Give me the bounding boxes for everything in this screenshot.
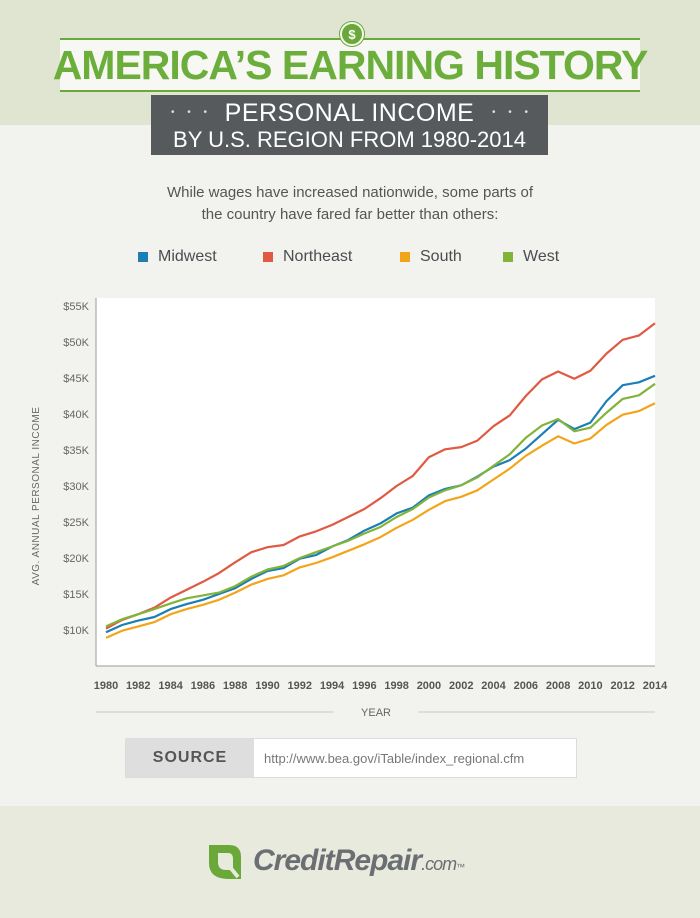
x-tick-label: 2012	[610, 680, 634, 692]
x-tick-label: 1998	[384, 680, 408, 692]
source-url-link[interactable]: http://www.bea.gov/iTable/index_regional…	[264, 750, 525, 766]
x-tick-label: 1982	[126, 680, 150, 692]
y-tick-label: $35K	[63, 445, 89, 457]
title-banner: AMERICA’S EARNING HISTORY	[52, 38, 649, 92]
legend-label: South	[420, 248, 462, 265]
income-line-chart: $10K $15K $20K $25K $30K $35K $40K $45K $50K $55K…	[31, 298, 668, 719]
x-tick-label: 1980	[94, 680, 118, 692]
legend-swatch	[400, 252, 410, 262]
plot-area	[96, 298, 655, 666]
x-tick-label: 2014	[643, 680, 668, 692]
legend-label: West	[523, 248, 560, 265]
creditrepair-logo[interactable]: CreditRepair.com™	[205, 836, 465, 886]
logo-part-repair: Repair	[333, 844, 422, 877]
footer: CreditRepair.com™	[0, 806, 700, 918]
x-tick-label: 1992	[288, 680, 312, 692]
x-axis-title: YEAR	[361, 707, 391, 719]
x-tick-label: 1994	[320, 680, 345, 692]
legend-swatch	[263, 252, 273, 262]
subtitle-dots-left: • • •	[171, 107, 213, 118]
y-tick-label: $10K	[63, 625, 89, 637]
creditrepair-leaf-icon	[209, 845, 241, 879]
y-tick-label: $55K	[63, 301, 89, 313]
x-tick-label: 2008	[546, 680, 570, 692]
source-label: SOURCE	[126, 739, 254, 777]
y-tick-label: $40K	[63, 409, 89, 421]
y-axis-title: AVG. ANNUAL PERSONAL INCOME	[31, 407, 42, 586]
x-tick-label: 2002	[449, 680, 473, 692]
y-tick-label: $15K	[63, 589, 89, 601]
x-tick-label: 1988	[223, 680, 247, 692]
y-tick-label: $30K	[63, 481, 89, 493]
logo-part-com: .com	[421, 854, 457, 874]
x-tick-label: 2006	[514, 680, 538, 692]
legend-item-northeast: Northeast	[263, 248, 352, 266]
series-line-south	[105, 402, 656, 639]
x-tick-label: 2004	[481, 680, 506, 692]
y-tick-label: $25K	[63, 517, 89, 529]
intro-line-1: While wages have increased nationwide, s…	[166, 184, 534, 201]
y-tick-label: $20K	[63, 553, 89, 565]
subtitle-dots-right: • • •	[491, 107, 533, 118]
logo-wordmark: CreditRepair.com™	[253, 844, 465, 878]
x-tick-label: 1986	[191, 680, 215, 692]
legend-swatch	[138, 252, 148, 262]
x-tick-label: 2010	[578, 680, 602, 692]
page-title: AMERICA’S EARNING HISTORY	[52, 41, 649, 88]
logo-trademark: ™	[456, 862, 465, 872]
subtitle-line-1: PERSONAL INCOME	[224, 99, 475, 127]
x-tick-label: 1996	[352, 680, 376, 692]
legend-item-south: South	[400, 248, 462, 266]
series-line-northeast	[105, 322, 656, 630]
legend-label: Midwest	[158, 248, 217, 265]
legend-label: Northeast	[283, 248, 353, 265]
intro-line-2: the country have fared far better than o…	[201, 206, 499, 223]
legend-swatch	[503, 252, 513, 262]
y-tick-label: $45K	[63, 373, 89, 385]
logo-part-credit: Credit	[253, 844, 335, 877]
chart-legend: Midwest Northeast South West	[0, 248, 700, 270]
x-tick-label: 1990	[255, 680, 279, 692]
dollar-coin-icon: $	[340, 22, 364, 46]
y-tick-label: $50K	[63, 337, 89, 349]
legend-item-west: West	[503, 248, 559, 266]
intro-text: While wages have increased nationwide, s…	[100, 182, 600, 226]
legend-item-midwest: Midwest	[138, 248, 217, 266]
x-tick-label: 1984	[158, 680, 183, 692]
source-bar: SOURCE http://www.bea.gov/iTable/index_r…	[125, 738, 577, 778]
x-tick-label: 2000	[417, 680, 441, 692]
subtitle-line-2: BY U.S. REGION FROM 1980-2014	[173, 127, 526, 152]
subtitle-box: • • • PERSONAL INCOME • • • BY U.S. REGI…	[151, 95, 548, 155]
series-line-west	[105, 382, 656, 628]
